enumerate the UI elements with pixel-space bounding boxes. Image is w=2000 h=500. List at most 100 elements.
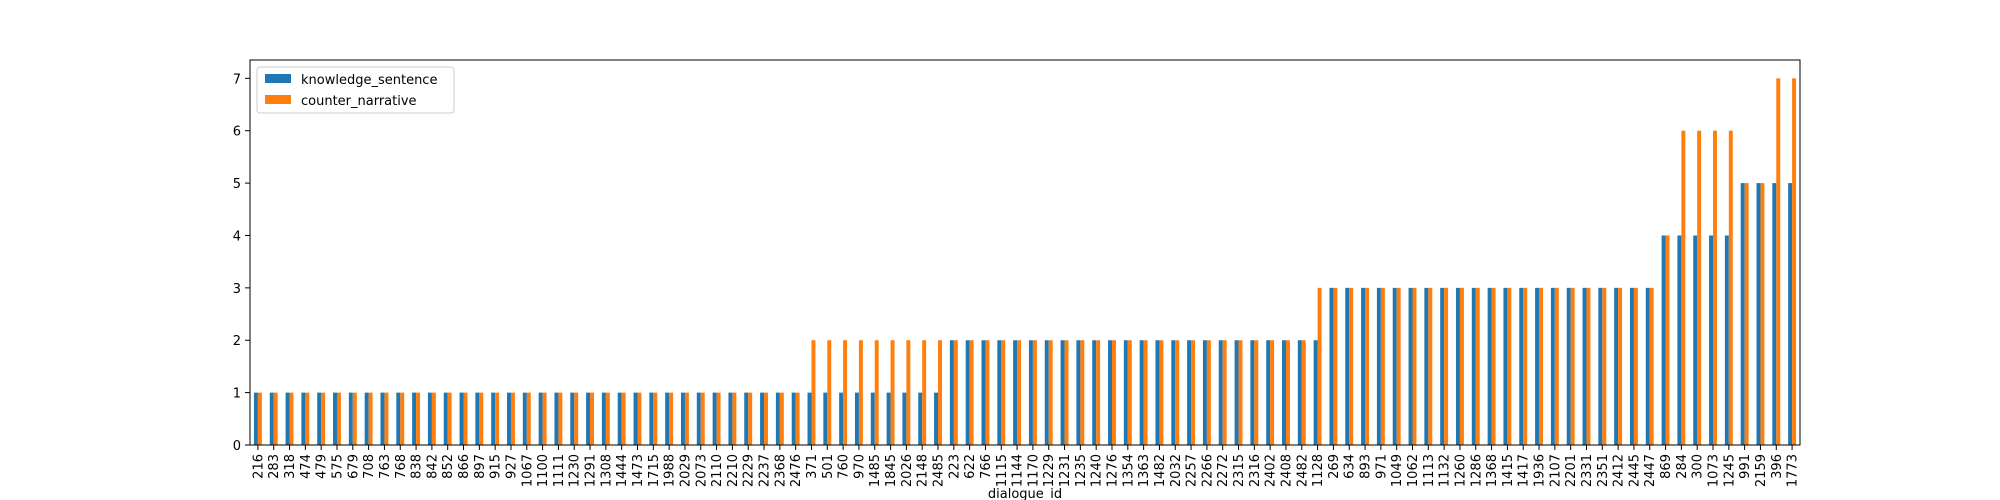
bar-knowledge-sentence-1132 <box>1440 287 1445 445</box>
bar-knowledge-sentence-2476 <box>791 392 796 445</box>
bar-counter-narrative-1415 <box>1507 287 1512 445</box>
x-tick-label-318: 318 <box>283 454 298 479</box>
x-tick-label-300: 300 <box>1691 454 1706 479</box>
bar-counter-narrative-1485 <box>874 340 879 445</box>
y-tick-label-7: 7 <box>233 72 241 87</box>
legend: knowledge_sentence counter_narrative <box>256 66 455 114</box>
x-axis: 216 283 318 474 479 575 679 708 763 768 838 842 852 8… <box>251 445 1801 487</box>
x-tick-label-768: 768 <box>394 454 409 479</box>
bar-counter-narrative-2229 <box>748 392 753 445</box>
bar-knowledge-sentence-2351 <box>1598 287 1603 445</box>
bar-knowledge-sentence-396 <box>1772 183 1777 445</box>
bar-knowledge-sentence-1286 <box>1471 287 1476 445</box>
x-tick-label-2026: 2026 <box>900 454 915 487</box>
x-tick-label-2482: 2482 <box>1295 454 1310 487</box>
bar-knowledge-sentence-897 <box>475 392 480 445</box>
bar-knowledge-sentence-2266 <box>1202 340 1207 445</box>
bar-counter-narrative-2237 <box>764 392 768 445</box>
x-tick-label-1229: 1229 <box>1042 454 1057 487</box>
y-tick-label-5: 5 <box>233 177 241 192</box>
bar-counter-narrative-1245 <box>1728 130 1733 445</box>
x-tick-label-1049: 1049 <box>1390 454 1405 487</box>
x-tick-label-283: 283 <box>267 454 282 479</box>
y-tick-label-1: 1 <box>233 387 241 402</box>
bar-counter-narrative-283 <box>273 392 278 445</box>
legend-swatch-knowledge-sentence <box>265 74 291 83</box>
x-tick-label-2257: 2257 <box>1185 454 1200 487</box>
bar-knowledge-sentence-1144 <box>1013 340 1018 445</box>
x-tick-label-2485: 2485 <box>932 454 947 487</box>
x-tick-label-2032: 2032 <box>1169 454 1184 487</box>
x-tick-label-1111: 1111 <box>552 454 567 487</box>
bar-knowledge-sentence-2315 <box>1234 340 1239 445</box>
bar-counter-narrative-2266 <box>1206 340 1211 445</box>
x-tick-label-501: 501 <box>821 454 836 479</box>
bar-counter-narrative-1230 <box>574 392 579 445</box>
bar-counter-narrative-1773 <box>1792 78 1797 445</box>
bar-knowledge-sentence-1715 <box>649 392 654 445</box>
bar-knowledge-sentence-1417 <box>1519 287 1524 445</box>
bar-knowledge-sentence-474 <box>301 392 306 445</box>
x-tick-label-1368: 1368 <box>1485 454 1500 487</box>
bar-knowledge-sentence-2026 <box>902 392 907 445</box>
bar-counter-narrative-1062 <box>1412 287 1417 445</box>
bar-counter-narrative-2445 <box>1633 287 1638 445</box>
x-tick-label-2266: 2266 <box>1200 454 1215 487</box>
x-tick-label-2331: 2331 <box>1580 454 1595 487</box>
bar-counter-narrative-634 <box>1349 287 1354 445</box>
bar-counter-narrative-1235 <box>1080 340 1085 445</box>
bar-counter-narrative-760 <box>843 340 848 445</box>
x-tick-label-1260: 1260 <box>1453 454 1468 487</box>
x-tick-label-474: 474 <box>299 454 314 479</box>
bar-counter-narrative-2447 <box>1649 287 1654 445</box>
bar-counter-narrative-1128 <box>1317 287 1322 445</box>
x-tick-label-971: 971 <box>1374 454 1389 479</box>
y-axis: 0 1 2 3 4 5 6 7 <box>233 72 250 454</box>
bar-knowledge-sentence-1235 <box>1076 340 1081 445</box>
bar-counter-narrative-708 <box>368 392 373 445</box>
bar-knowledge-sentence-1308 <box>601 392 606 445</box>
x-tick-label-1988: 1988 <box>663 454 678 487</box>
bar-counter-narrative-2073 <box>700 392 705 445</box>
bar-knowledge-sentence-2447 <box>1645 287 1650 445</box>
bar-counter-narrative-1444 <box>621 392 626 445</box>
bar-knowledge-sentence-927 <box>507 392 511 445</box>
bar-counter-narrative-1144 <box>1017 340 1022 445</box>
bar-counter-narrative-2110 <box>716 392 721 445</box>
bar-counter-narrative-1286 <box>1475 287 1480 445</box>
bar-counter-narrative-2159 <box>1760 183 1765 445</box>
bar-knowledge-sentence-1473 <box>633 392 638 445</box>
x-tick-label-2073: 2073 <box>694 454 709 487</box>
bar-knowledge-sentence-2201 <box>1566 287 1571 445</box>
x-tick-label-2210: 2210 <box>726 454 741 487</box>
bar-knowledge-sentence-1049 <box>1392 287 1397 445</box>
bar-knowledge-sentence-2229 <box>744 392 749 445</box>
bar-counter-narrative-1260 <box>1459 287 1464 445</box>
bar-counter-narrative-2351 <box>1602 287 1607 445</box>
bar-counter-narrative-1715 <box>653 392 658 445</box>
bar-counter-narrative-927 <box>510 392 515 445</box>
bar-knowledge-sentence-1845 <box>886 392 891 445</box>
x-tick-label-1230: 1230 <box>568 454 583 487</box>
bar-counter-narrative-679 <box>352 392 357 445</box>
bar-counter-narrative-1936 <box>1539 287 1543 445</box>
bar-counter-narrative-869 <box>1665 235 1670 445</box>
bar-knowledge-sentence-2110 <box>712 392 717 445</box>
bar-knowledge-sentence-1170 <box>1028 340 1033 445</box>
bar-knowledge-sentence-1073 <box>1709 235 1714 445</box>
x-tick-label-371: 371 <box>805 454 820 479</box>
bar-counter-narrative-1473 <box>637 392 642 445</box>
bar-knowledge-sentence-1368 <box>1487 287 1492 445</box>
x-tick-label-1100: 1100 <box>536 454 551 487</box>
bar-counter-narrative-1308 <box>605 392 610 445</box>
bar-knowledge-sentence-634 <box>1345 287 1350 445</box>
bar-knowledge-sentence-1415 <box>1503 287 1508 445</box>
bar-knowledge-sentence-763 <box>380 392 385 445</box>
x-tick-label-2107: 2107 <box>1548 454 1563 487</box>
y-tick-label-6: 6 <box>233 125 241 140</box>
bar-knowledge-sentence-970 <box>854 392 859 445</box>
x-tick-label-1144: 1144 <box>1011 454 1026 487</box>
x-tick-label-893: 893 <box>1359 454 1374 479</box>
legend-label-counter-narrative: counter_narrative <box>301 94 417 109</box>
bar-counter-narrative-318 <box>289 392 294 445</box>
